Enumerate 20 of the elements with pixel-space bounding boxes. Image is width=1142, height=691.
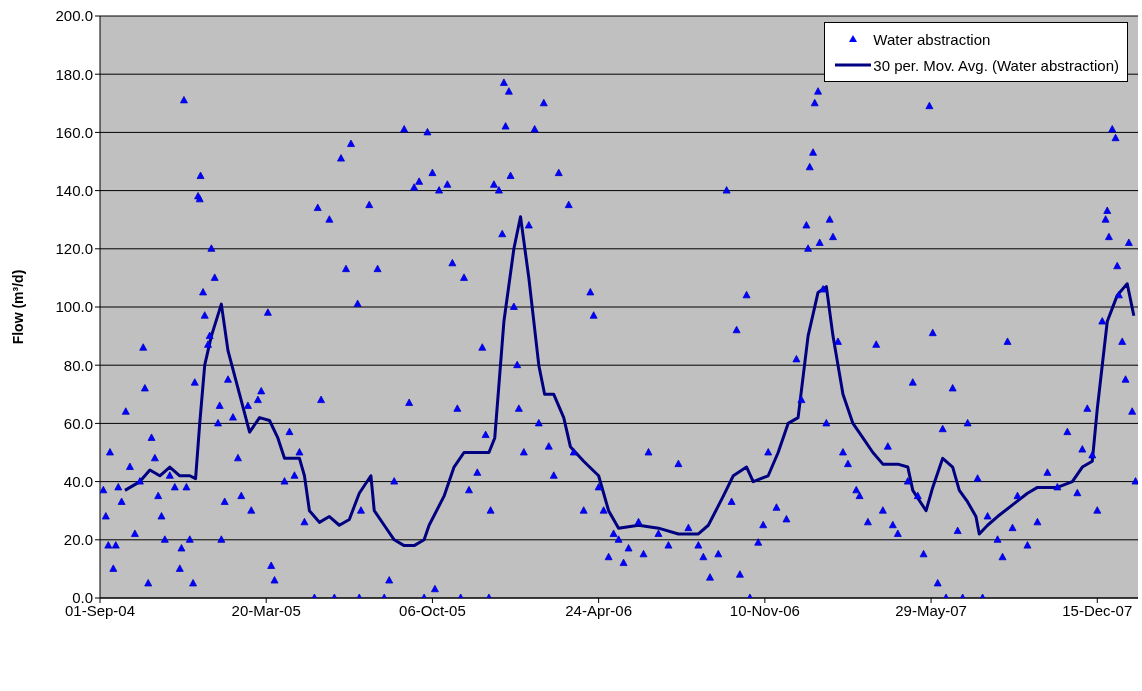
x-tick-label: 15-Dec-07 <box>1062 601 1133 619</box>
legend-label: Water abstraction <box>873 30 991 48</box>
y-tick-label: 200.0 <box>55 7 93 25</box>
x-tick-label: 20-Mar-05 <box>231 601 301 619</box>
y-tick-label: 100.0 <box>55 298 93 316</box>
y-tick-label: 140.0 <box>55 181 93 199</box>
legend-label: 30 per. Mov. Avg. (Water abstraction) <box>873 56 1119 74</box>
x-tick-label: 29-May-07 <box>895 601 967 619</box>
y-tick-label: 80.0 <box>63 356 93 374</box>
y-tick-label: 40.0 <box>63 472 93 490</box>
y-tick-label: 0.0 <box>72 589 93 607</box>
y-axis-title: Flow (m³/d) <box>9 269 26 345</box>
y-tick-label: 20.0 <box>63 531 93 549</box>
y-tick-label: 180.0 <box>55 65 93 83</box>
x-tick-label: 06-Oct-05 <box>399 601 466 619</box>
y-tick-label: 60.0 <box>63 414 93 432</box>
x-tick-label: 24-Apr-06 <box>565 601 632 619</box>
x-tick-label: 10-Nov-06 <box>729 601 800 619</box>
y-tick-label: 120.0 <box>55 240 93 258</box>
y-tick-label: 160.0 <box>55 123 93 141</box>
